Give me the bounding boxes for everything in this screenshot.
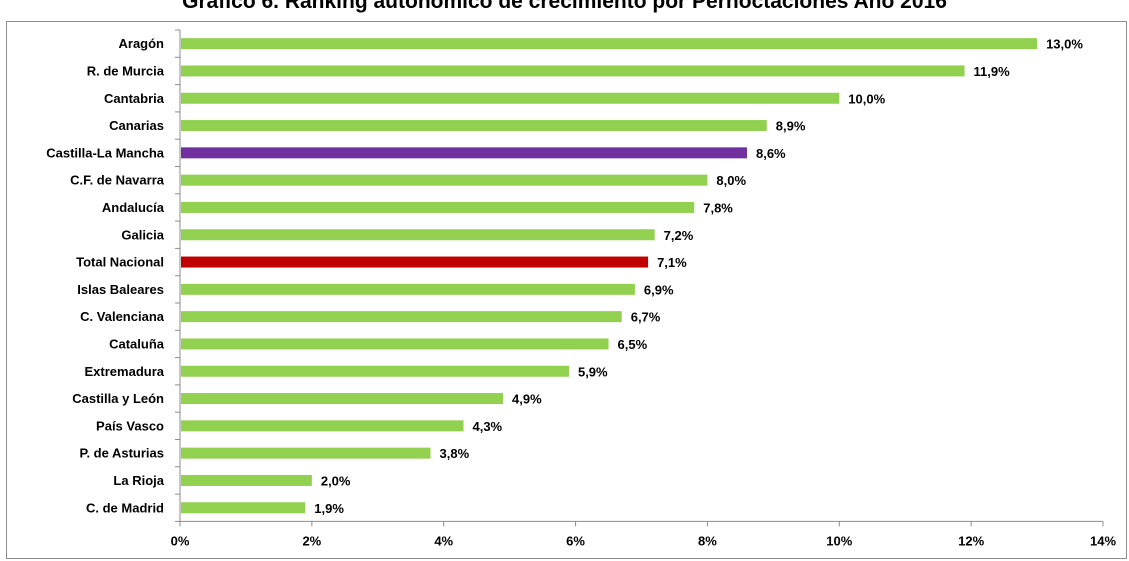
- bar: [181, 338, 609, 350]
- category-label: P. de Asturias: [79, 446, 164, 461]
- data-label: 8,9%: [776, 119, 806, 134]
- x-tick-label: 6%: [566, 533, 585, 548]
- category-label: C.F. de Navarra: [70, 173, 165, 188]
- category-label: Islas Baleares: [77, 282, 164, 297]
- data-label: 5,9%: [578, 364, 608, 379]
- bar: [181, 147, 747, 159]
- x-tick-label: 4%: [434, 533, 453, 548]
- category-label: Andalucía: [102, 200, 165, 215]
- category-label: Cantabria: [104, 91, 165, 106]
- x-tick-label: 2%: [302, 533, 321, 548]
- bar: [181, 65, 965, 77]
- data-label: 6,5%: [618, 337, 648, 352]
- x-tick-label: 12%: [958, 533, 984, 548]
- bar: [181, 38, 1038, 50]
- category-label: Aragón: [119, 36, 165, 51]
- category-label: Castilla y León: [72, 391, 164, 406]
- category-label: Galicia: [121, 227, 164, 242]
- data-label: 4,9%: [512, 392, 542, 407]
- data-label: 6,9%: [644, 282, 674, 297]
- x-tick-label: 14%: [1090, 533, 1116, 548]
- bar: [181, 365, 569, 377]
- bar: [181, 474, 312, 486]
- category-label: País Vasco: [96, 418, 164, 433]
- bar: [181, 420, 464, 432]
- data-label: 7,8%: [703, 200, 733, 215]
- data-label: 2,0%: [321, 473, 351, 488]
- bar: [181, 447, 431, 459]
- category-label: Cataluña: [109, 336, 165, 351]
- data-label: 8,6%: [756, 146, 786, 161]
- bar: [181, 120, 767, 132]
- x-tick-label: 0%: [171, 533, 190, 548]
- bar: [181, 201, 695, 213]
- data-label: 3,8%: [440, 446, 470, 461]
- data-label: 1,9%: [314, 501, 344, 516]
- category-label: C. de Madrid: [86, 500, 164, 515]
- x-tick-label: 8%: [698, 533, 717, 548]
- category-label: Canarias: [109, 118, 164, 133]
- data-label: 8,0%: [716, 173, 746, 188]
- category-label: R. de Murcia: [87, 63, 165, 78]
- bar: [181, 256, 649, 268]
- category-label: Total Nacional: [76, 255, 164, 270]
- bar: [181, 502, 306, 514]
- category-label: C. Valenciana: [80, 309, 165, 324]
- bar: [181, 393, 504, 405]
- data-label: 6,7%: [631, 310, 661, 325]
- bar: [181, 92, 840, 104]
- chart-title: Gráfico 6. Ranking autonómico de crecimi…: [182, 0, 947, 13]
- bar: [181, 283, 635, 295]
- category-label: La Rioja: [113, 473, 164, 488]
- data-label: 11,9%: [974, 64, 1011, 79]
- category-label: Extremadura: [85, 364, 165, 379]
- data-label: 4,3%: [472, 419, 502, 434]
- data-label: 10,0%: [848, 91, 885, 106]
- bar: [181, 229, 655, 241]
- data-label: 7,2%: [664, 228, 694, 243]
- category-label: Castilla-La Mancha: [46, 145, 165, 160]
- bar: [181, 311, 622, 323]
- bar: [181, 174, 708, 186]
- data-label: 7,1%: [657, 255, 687, 270]
- chart-frame: [6, 21, 1127, 559]
- x-tick-label: 10%: [826, 533, 852, 548]
- data-label: 13,0%: [1046, 37, 1083, 52]
